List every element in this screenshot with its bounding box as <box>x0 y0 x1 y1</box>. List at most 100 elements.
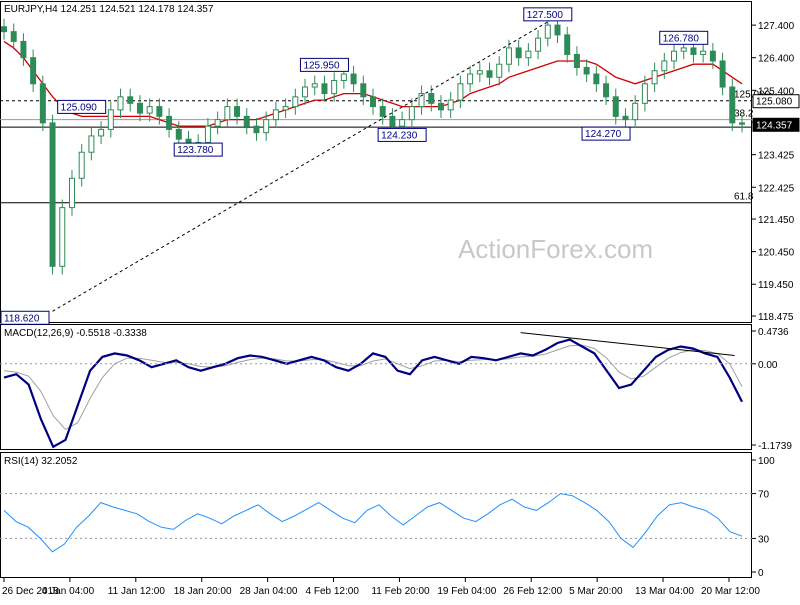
candle-body <box>10 31 17 42</box>
candle-body <box>496 63 503 78</box>
rsi-panel-title: RSI(14) 32.2052 <box>4 456 78 467</box>
annotation-label: 118.620 <box>4 313 40 324</box>
candle-body <box>447 99 454 111</box>
series-signal <box>3 344 743 431</box>
candle-body <box>107 109 114 130</box>
time-tick-label: 18 Jan 20:00 <box>174 586 232 597</box>
candle-body <box>671 50 678 62</box>
candle-body <box>719 60 726 88</box>
candle-body <box>234 106 241 117</box>
annotation-box <box>659 30 709 45</box>
annotation-box <box>173 142 223 157</box>
candle-body <box>243 115 250 127</box>
candle-body <box>88 135 95 153</box>
candle-body <box>49 122 56 267</box>
candle-body <box>593 73 600 85</box>
time-tick-label: 5 Mar 20:00 <box>569 586 623 597</box>
price-tag <box>752 117 800 132</box>
candle-body <box>428 93 435 104</box>
candle-body <box>370 96 376 108</box>
macd-panel-title: MACD(12,26,9) -0.5518 -0.3338 <box>4 328 147 339</box>
candle-body <box>224 106 231 121</box>
candle-body <box>59 207 66 267</box>
candle-body <box>39 83 46 124</box>
candle-body <box>98 128 105 137</box>
candle-body <box>302 86 309 98</box>
candle-body <box>389 115 396 127</box>
macd-tick-label: 0.00 <box>758 360 778 371</box>
candle-body <box>156 106 163 117</box>
annotation-label: 127.500 <box>527 10 564 21</box>
candle-body <box>437 102 444 111</box>
time-tick-label: 26 Dec 2018 <box>2 586 59 597</box>
annotation-label: 125.090 <box>61 102 98 113</box>
level-label-0: 125.080 <box>734 90 771 101</box>
annotation-label: 123.780 <box>177 145 214 156</box>
candle-body <box>709 50 716 62</box>
candle-body <box>680 47 687 52</box>
time-tick-label: 28 Jan 04:00 <box>240 586 298 597</box>
candle-body <box>331 80 338 95</box>
annotation-box <box>581 126 631 141</box>
candle-body <box>282 106 289 111</box>
candle-body <box>408 106 415 121</box>
candle-body <box>311 83 318 88</box>
price-tag-label: 125.080 <box>756 97 793 108</box>
candle-body <box>651 70 658 85</box>
candle-body <box>360 83 367 98</box>
price-tick-label: 121.450 <box>758 215 795 226</box>
candle-body <box>632 102 639 121</box>
candle-body <box>573 53 580 68</box>
candle-body <box>622 115 629 121</box>
price-axis: 127.400126.400125.400124.425123.425122.4… <box>752 21 800 323</box>
price-tick-label: 123.425 <box>758 151 795 162</box>
candle-body <box>535 37 542 52</box>
rsi-tick-label: 0 <box>758 568 764 579</box>
macd-trendline <box>520 332 735 356</box>
candle-body <box>253 125 260 134</box>
candle-body <box>68 177 75 209</box>
candle-body <box>554 24 561 36</box>
watermark: ActionForex.com <box>458 234 653 264</box>
candle-body <box>127 96 134 104</box>
price-tick-label: 120.450 <box>758 248 795 259</box>
candle-body <box>399 119 406 127</box>
time-tick-label: 20 Mar 12:00 <box>701 586 760 597</box>
annotation-label: 124.270 <box>585 129 622 140</box>
candle-body <box>739 122 745 125</box>
candle-body <box>476 70 483 75</box>
candle-body <box>486 70 493 78</box>
candle-body <box>20 40 27 59</box>
annotation-box <box>57 99 107 114</box>
price-tick-label: 126.400 <box>758 54 795 65</box>
candle-body <box>641 83 648 104</box>
candles <box>1 16 745 275</box>
level-label-2: 38.2 <box>734 109 754 120</box>
time-tick-label: 13 Mar 04:00 <box>635 586 694 597</box>
candle-body <box>136 102 143 114</box>
candle-body <box>564 34 571 55</box>
annotation-label: 125.950 <box>303 60 340 71</box>
candle-body <box>166 115 173 130</box>
candle-body <box>340 73 347 82</box>
candle-body <box>612 96 619 117</box>
level-label-3: 61.8 <box>734 192 754 203</box>
candle-body <box>418 93 425 108</box>
candle-body <box>729 86 736 124</box>
candle-body <box>661 60 668 72</box>
price-tag <box>752 94 800 109</box>
macd-tick-label: 0.4736 <box>758 327 789 338</box>
rsi-tick-label: 100 <box>758 456 775 467</box>
candle-body <box>272 109 279 121</box>
series-rsi <box>3 493 743 553</box>
rsi-tick-label: 70 <box>758 490 770 501</box>
candle-body <box>78 151 85 179</box>
price-tag-label: 124.357 <box>756 120 793 131</box>
candle-body <box>505 47 512 65</box>
annotation-label: 124.230 <box>381 130 418 141</box>
candle-body <box>1 26 7 33</box>
price-tick-label: 118.475 <box>758 312 794 323</box>
annotation-box <box>0 310 50 325</box>
